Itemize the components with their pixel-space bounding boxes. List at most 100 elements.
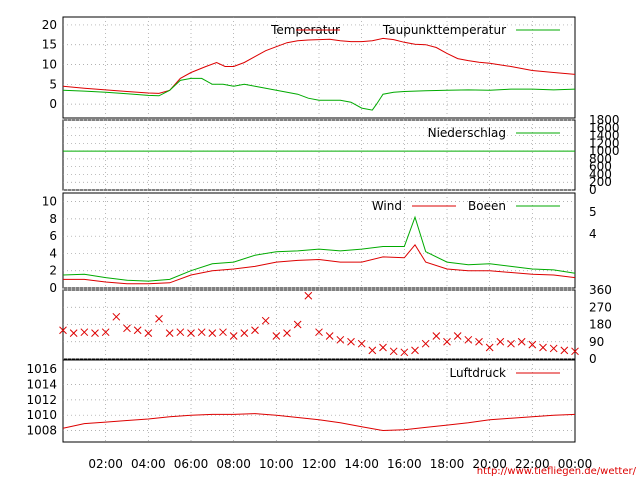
ytick-label-p2: 4 — [49, 246, 57, 260]
direction-point — [272, 332, 281, 340]
xtick-label: 18:00 — [430, 457, 465, 471]
direction-point — [208, 329, 217, 337]
direction-point — [101, 328, 110, 337]
xtick-label: 12:00 — [302, 457, 337, 471]
ytick-label-p0: 20 — [42, 18, 57, 32]
direction-point — [240, 329, 249, 337]
ytick-label-p2: 2 — [49, 264, 57, 278]
direction-point — [528, 340, 537, 349]
xtick-label: 22:00 — [515, 457, 550, 471]
direction-point — [400, 348, 409, 357]
ytick-label-p4: 1016 — [26, 362, 57, 376]
direction-point — [485, 343, 494, 352]
series-line-p2-s1 — [62, 215, 576, 282]
xtick-label: 16:00 — [387, 457, 422, 471]
legend-wind: Wind — [372, 199, 402, 213]
direction-point — [69, 329, 78, 337]
direction-point — [251, 326, 259, 335]
direction-point — [165, 329, 174, 337]
direction-point — [91, 329, 99, 337]
direction-point — [176, 328, 185, 337]
direction-point — [357, 339, 366, 348]
ytick-label-p1: 800 — [589, 152, 612, 166]
direction-point — [571, 347, 579, 356]
ytick-label-p1: 1600 — [589, 121, 620, 135]
legend-niederschlag: Niederschlag — [428, 126, 506, 140]
direction-point — [539, 343, 547, 352]
xtick-label: 10:00 — [259, 457, 294, 471]
direction-point — [464, 335, 473, 344]
direction-point — [347, 337, 355, 346]
direction-point — [421, 339, 430, 348]
series-line-p0-s1 — [62, 77, 576, 111]
ytick-label-p2: 10 — [42, 195, 57, 209]
credit-link[interactable]: http://www.tiefliegen.de/wetter/ — [477, 466, 637, 477]
ytick-label-p1: 0 — [589, 183, 597, 197]
direction-point — [187, 329, 195, 337]
plot-layer: 0510152002004006008001000120014001600180… — [26, 17, 620, 442]
xtick-label: 04:00 — [131, 457, 166, 471]
direction-point — [304, 291, 313, 300]
direction-point — [123, 324, 131, 333]
direction-point — [496, 337, 505, 346]
ytick-label-p1: 400 — [589, 167, 612, 181]
legend-luftdruck: Luftdruck — [449, 366, 506, 380]
series-line-p2-s0 — [63, 243, 576, 285]
xtick-label: 00:00 — [558, 457, 593, 471]
ytick-label-p1: 1400 — [589, 129, 620, 143]
direction-point — [133, 326, 142, 335]
direction-point — [80, 328, 89, 337]
direction-point — [112, 312, 121, 321]
xtick-label: 20:00 — [472, 457, 507, 471]
ytick-right-p2: 5 — [589, 205, 597, 219]
legend-boeen: Boeen — [468, 199, 506, 213]
direction-point — [283, 329, 291, 337]
direction-point — [368, 346, 377, 355]
direction-point — [155, 314, 163, 323]
direction-point — [229, 332, 238, 340]
ytick-label-p1: 1800 — [589, 113, 620, 127]
ytick-label-p4: 1012 — [26, 393, 57, 407]
direction-point — [453, 332, 462, 340]
xtick-label: 08:00 — [216, 457, 251, 471]
direction-point — [336, 335, 345, 344]
ytick-label-p3: 180 — [589, 318, 612, 332]
direction-point — [517, 337, 526, 346]
ytick-right-p2: 4 — [589, 227, 597, 241]
direction-point — [219, 328, 227, 337]
ytick-label-p1: 200 — [589, 175, 612, 189]
direction-point — [475, 337, 483, 346]
ytick-label-p3: 90 — [589, 335, 604, 349]
legend-taupunkttemperatur: Taupunkttemperatur — [382, 23, 506, 37]
direction-point — [293, 320, 302, 329]
direction-point — [379, 343, 387, 352]
ytick-label-p2: 6 — [49, 229, 57, 243]
ytick-label-p2: 0 — [49, 281, 57, 295]
ytick-label-p4: 1014 — [26, 378, 57, 392]
xtick-label: 06:00 — [174, 457, 209, 471]
ytick-label-p0: 0 — [49, 97, 57, 111]
direction-point — [325, 332, 334, 340]
series-line-p0-s0 — [62, 37, 576, 94]
direction-point — [507, 339, 515, 348]
direction-point — [144, 329, 153, 337]
ytick-label-p3: 0 — [589, 352, 597, 366]
ytick-label-p1: 1000 — [589, 144, 620, 158]
ytick-label-p3: 270 — [589, 300, 612, 314]
ytick-label-p1: 600 — [589, 160, 612, 174]
ytick-label-p0: 5 — [49, 77, 57, 91]
direction-point — [443, 337, 451, 346]
ytick-label-p0: 10 — [42, 58, 57, 72]
xtick-label: 14:00 — [344, 457, 379, 471]
ytick-label-p1: 1200 — [589, 136, 620, 150]
ytick-label-p2: 8 — [49, 212, 57, 226]
direction-point — [411, 346, 419, 355]
xtick-label: 02:00 — [88, 457, 123, 471]
ytick-label-p3: 360 — [589, 283, 612, 297]
ytick-label-p0: 15 — [42, 38, 57, 52]
ytick-label-p4: 1008 — [26, 424, 57, 438]
direction-point — [389, 347, 398, 356]
direction-point — [549, 344, 558, 353]
direction-point — [315, 328, 323, 337]
